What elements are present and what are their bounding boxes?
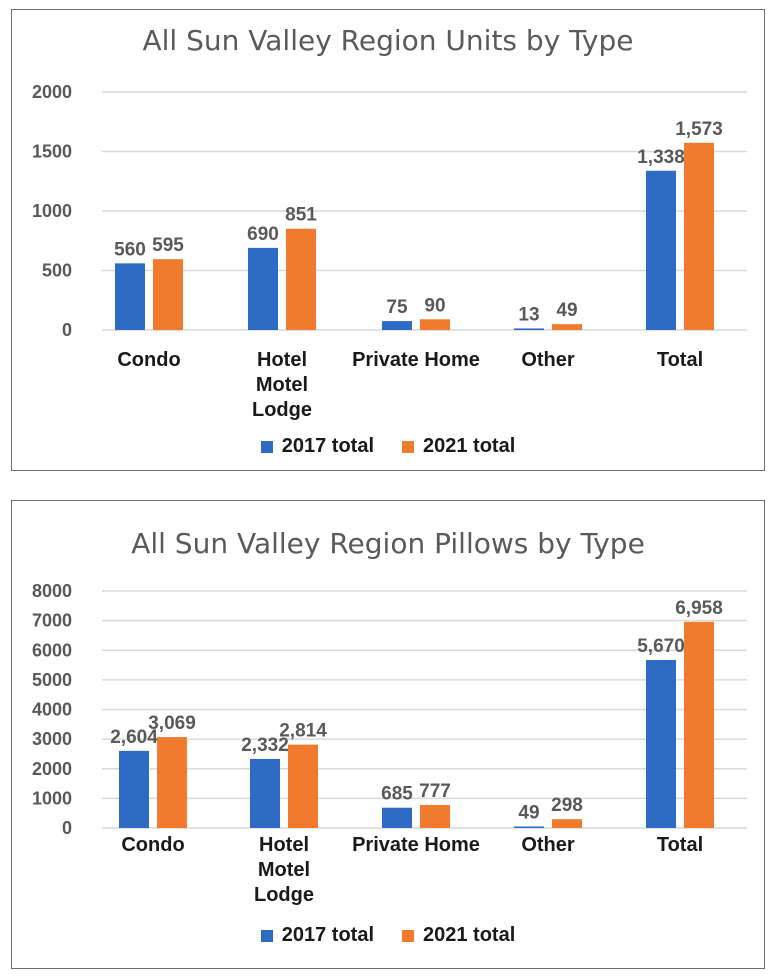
y-tick-label: 5000 — [32, 670, 72, 690]
y-tick-label: 3000 — [32, 729, 72, 749]
category-label: Other — [521, 349, 575, 371]
y-tick-label: 1500 — [32, 142, 72, 162]
y-tick-label: 1000 — [32, 788, 72, 808]
category-label: Private Home — [352, 834, 480, 856]
y-tick-label: 7000 — [32, 611, 72, 631]
data-label: 560 — [114, 239, 146, 260]
data-label: 13 — [518, 304, 539, 325]
bar-2021-total-0 — [157, 737, 187, 828]
category-label: Condo — [121, 834, 184, 856]
category-label: Hotel Motel Lodge — [254, 834, 314, 906]
category-label: Other — [521, 834, 575, 856]
data-label: 851 — [285, 205, 317, 226]
bar-2021-total-2 — [420, 804, 450, 828]
data-label: 3,069 — [148, 713, 196, 734]
chart-title: All Sun Valley Region Units by Type — [142, 24, 634, 57]
y-tick-label: 0 — [62, 320, 72, 340]
legend-swatch-2017 — [260, 929, 273, 942]
pillows-bar-chart: 0 1000 2000 3000 4000 5000 6000 7000 8000 2,604 2,… — [32, 581, 747, 906]
data-label: 75 — [386, 297, 408, 318]
data-label: 2,604 — [110, 727, 158, 748]
bar-2017-total-0 — [119, 750, 149, 828]
data-label: 2,814 — [279, 721, 327, 742]
legend-item-2021: 2021 total — [402, 435, 515, 458]
data-label: 777 — [419, 781, 451, 802]
bar-2021-total-4 — [684, 142, 714, 330]
bar-2017-total-3 — [514, 826, 544, 828]
chart-legend: 2017 total 2021 total — [12, 924, 764, 947]
data-label: 685 — [381, 784, 413, 805]
bar-2017-total-2 — [382, 321, 412, 330]
legend-item-2017: 2017 total — [260, 924, 374, 947]
data-label: 298 — [551, 795, 583, 816]
bar-2017-total-3 — [514, 328, 544, 330]
bar-2021-total-1 — [286, 228, 316, 330]
legend-label-2021: 2021 total — [423, 924, 516, 946]
legend-item-2017: 2017 total — [260, 435, 374, 458]
legend-swatch-2021 — [402, 440, 414, 453]
y-tick-label: 2000 — [32, 759, 72, 779]
bar-2021-total-4 — [684, 621, 714, 828]
pillows-chart-panel: All Sun Valley Region Pillows by Type 0 1… — [11, 500, 765, 969]
bar-2017-total-1 — [248, 247, 278, 330]
bar-2021-total-3 — [552, 819, 582, 828]
bar-2021-total-1 — [288, 744, 318, 828]
units-chart-panel: All Sun Valley Region Units by Type 0 500… — [11, 9, 765, 471]
chart-legend: 2017 total 2021 total — [12, 435, 764, 458]
legend-label-2017: 2017 total — [281, 435, 374, 457]
bar-2017-total-0 — [115, 263, 145, 330]
data-label: 1,573 — [675, 119, 723, 140]
legend-swatch-2021 — [402, 929, 414, 942]
legend-label-2017: 2017 total — [281, 924, 374, 946]
data-label: 49 — [518, 803, 539, 824]
data-label: 1,338 — [637, 147, 685, 168]
bar-2017-total-4 — [646, 660, 676, 828]
legend-swatch-2017 — [260, 440, 273, 453]
data-label: 49 — [556, 300, 577, 321]
bar-2017-total-4 — [646, 170, 676, 330]
category-label: Total — [657, 349, 703, 371]
y-tick-label: 8000 — [32, 581, 72, 601]
y-tick-label: 0 — [62, 818, 72, 838]
y-tick-label: 500 — [42, 261, 72, 281]
data-label: 6,958 — [675, 598, 723, 619]
y-tick-label: 6000 — [32, 640, 72, 660]
data-label: 595 — [152, 235, 184, 256]
category-label: Hotel Motel Lodge — [252, 349, 312, 421]
bar-2017-total-1 — [250, 758, 280, 828]
y-tick-label: 2000 — [32, 82, 72, 102]
bar-2017-total-2 — [382, 807, 412, 828]
category-label: Private Home — [352, 349, 480, 371]
bar-2021-total-2 — [420, 319, 450, 330]
data-label: 2,332 — [241, 735, 289, 756]
y-tick-label: 1000 — [32, 201, 72, 221]
bar-2021-total-3 — [552, 324, 582, 330]
chart-title: All Sun Valley Region Pillows by Type — [131, 527, 645, 560]
legend-label-2021: 2021 total — [423, 435, 516, 457]
data-label: 90 — [424, 295, 445, 316]
bar-2021-total-0 — [153, 259, 183, 330]
y-tick-label: 4000 — [32, 700, 72, 720]
legend-item-2021: 2021 total — [402, 924, 515, 947]
units-bar-chart: 0 500 1000 1500 2000 560 690 75 13 1,338 595 851 90 4… — [32, 82, 747, 421]
category-label: Condo — [117, 349, 180, 371]
data-label: 5,670 — [637, 636, 685, 657]
category-label: Total — [657, 834, 703, 856]
data-label: 690 — [247, 224, 279, 245]
